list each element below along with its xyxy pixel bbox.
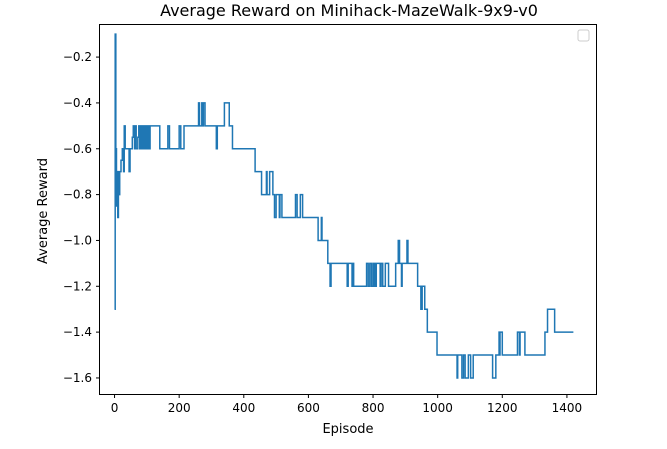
y-tick-label: −1.0 bbox=[63, 233, 92, 247]
y-tick-label: −0.4 bbox=[63, 96, 92, 110]
y-axis-label: Average Reward bbox=[36, 158, 51, 264]
x-tick-label: 200 bbox=[168, 401, 191, 415]
x-tick-label: 1200 bbox=[487, 401, 518, 415]
y-tick-label: −0.8 bbox=[63, 188, 92, 202]
series-layer bbox=[114, 33, 574, 379]
y-tick-label: −1.4 bbox=[63, 325, 92, 339]
y-tick-label: −0.2 bbox=[63, 50, 92, 64]
x-tick-label: 600 bbox=[297, 401, 320, 415]
series-line bbox=[114, 33, 574, 379]
plot-frame bbox=[99, 24, 597, 395]
x-tick-label: 0 bbox=[111, 401, 119, 415]
y-tick-label: −1.2 bbox=[63, 279, 92, 293]
x-tick-label: 1000 bbox=[422, 401, 453, 415]
y-tick-label: −1.6 bbox=[63, 371, 92, 385]
x-axis-label: Episode bbox=[322, 422, 373, 437]
x-tick-label: 800 bbox=[362, 401, 385, 415]
ticks-layer: 0 200 400 600 800 1000 1200 1400 −1.6 −1.4 −1.2 −1.… bbox=[63, 50, 582, 415]
x-tick-label: 1400 bbox=[552, 401, 583, 415]
legend-box bbox=[577, 29, 590, 42]
y-tick-label: −0.6 bbox=[63, 142, 92, 156]
chart-title: Average Reward on Minihack-MazeWalk-9x9-… bbox=[160, 1, 538, 20]
x-tick-label: 400 bbox=[232, 401, 255, 415]
